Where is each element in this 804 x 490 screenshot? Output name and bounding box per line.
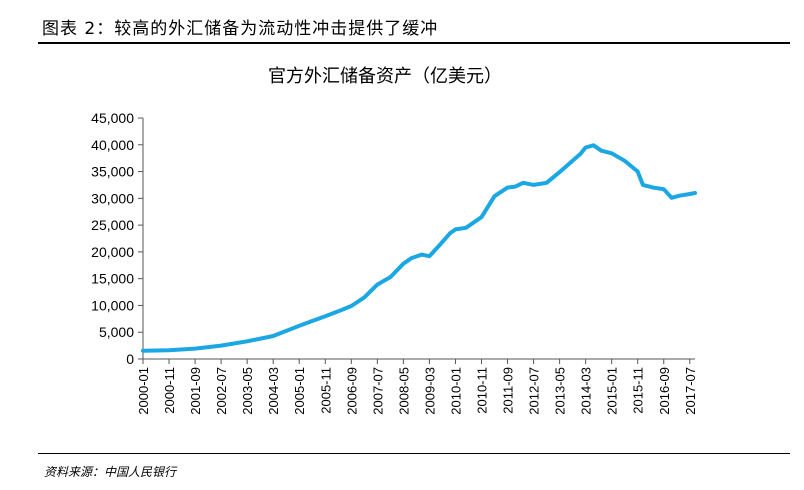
figure-caption: 图表 2：较高的外汇储备为流动性冲击提供了缓冲 [42,19,439,39]
x-axis: 2000-01 2000-11 2001-09 2002-07 2003-05 2004-… [136,358,698,415]
x-tick-label: 2004-03 [266,367,281,415]
x-tick-label: 2000-11 [162,367,177,414]
series-line [141,143,697,353]
y-axis: 0 5,000 10,000 15,000 20,000 25,000 30,000 35,0… [91,110,144,367]
x-tick-label: 2001-09 [188,367,203,415]
x-tick-label: 2015-11 [631,367,646,414]
x-tick-label: 2010-11 [474,367,489,414]
y-tick-label: 35,000 [91,164,134,180]
x-tick-label: 2005-01 [292,367,307,415]
source-rule [38,453,790,454]
y-tick-label: 30,000 [91,190,134,206]
x-tick-label: 2008-05 [396,367,411,415]
y-tick-label: 25,000 [91,217,134,233]
y-tick-label: 15,000 [91,271,134,287]
x-tick-label: 2009-03 [422,367,437,415]
x-tick-label: 2015-01 [605,367,620,415]
x-tick-label: 2013-05 [553,367,568,415]
y-tick-label: 20,000 [91,244,134,260]
x-tick-label: 2006-09 [344,367,359,415]
chart-title: 官方外汇储备资产（亿美元） [268,66,502,87]
x-tick-label: 2012-07 [527,367,542,415]
y-tick-label: 5,000 [99,324,134,340]
x-tick-label: 2011-09 [501,367,516,414]
caption-rule [38,42,790,44]
x-tick-label: 2017-07 [683,367,698,415]
source-note: 资料来源：中国人民银行 [44,465,177,479]
x-tick-label: 2016-09 [657,367,672,415]
y-tick-label: 45,000 [91,110,134,126]
y-tick-label: 40,000 [91,137,134,153]
y-tick-label: 0 [126,351,134,367]
y-tick-label: 10,000 [91,297,134,313]
x-tick-label: 2005-11 [318,367,333,414]
x-tick-label: 2010-01 [448,367,463,415]
x-tick-label: 2000-01 [136,367,151,415]
x-tick-label: 2014-03 [579,367,594,415]
x-tick-label: 2007-07 [370,367,385,415]
x-tick-label: 2003-05 [240,367,255,415]
x-tick-label: 2002-07 [214,367,229,415]
